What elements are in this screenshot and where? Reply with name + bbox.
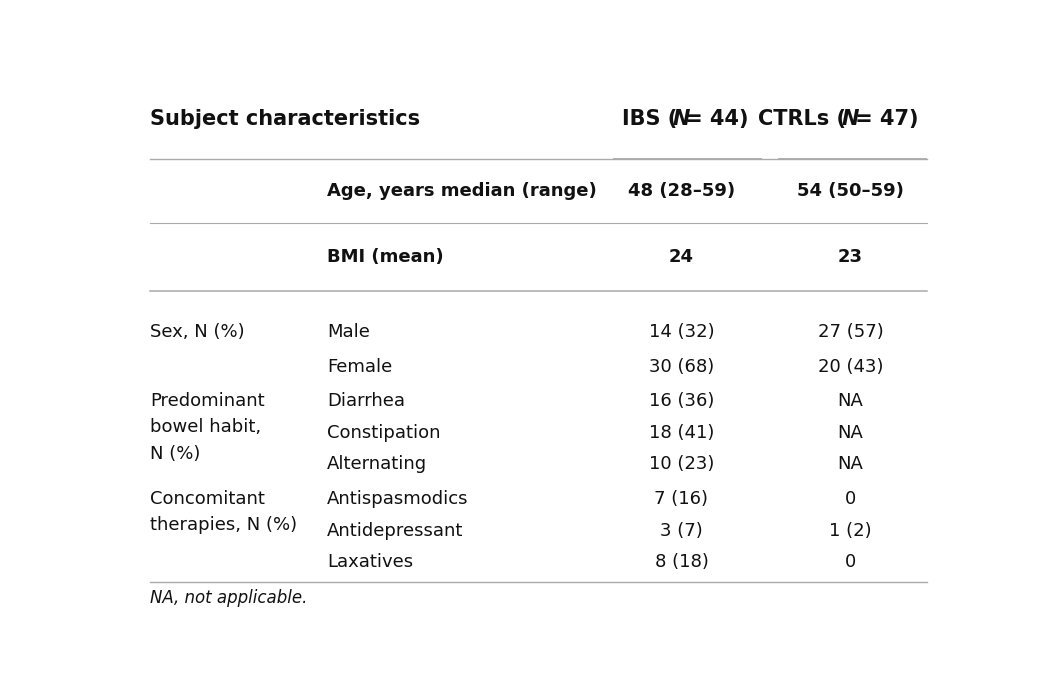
Text: NA: NA — [837, 424, 863, 442]
Text: = 47): = 47) — [851, 109, 918, 129]
Text: NA: NA — [837, 392, 863, 410]
Text: Subject characteristics: Subject characteristics — [150, 109, 420, 129]
Text: 0: 0 — [845, 490, 856, 508]
Text: NA, not applicable.: NA, not applicable. — [150, 589, 308, 607]
Text: 0: 0 — [845, 553, 856, 572]
Text: Predominant
bowel habit,
N (%): Predominant bowel habit, N (%) — [150, 392, 265, 463]
Text: 10 (23): 10 (23) — [648, 455, 714, 473]
Text: Diarrhea: Diarrhea — [327, 392, 405, 410]
Text: Male: Male — [327, 323, 370, 341]
Text: 14 (32): 14 (32) — [648, 323, 714, 341]
Text: Age, years median (range): Age, years median (range) — [327, 182, 596, 200]
Text: Laxatives: Laxatives — [327, 553, 414, 572]
Text: NA: NA — [837, 455, 863, 473]
Text: 16 (36): 16 (36) — [648, 392, 714, 410]
Text: 27 (57): 27 (57) — [818, 323, 883, 341]
Text: 3 (7): 3 (7) — [660, 521, 702, 539]
Text: 8 (18): 8 (18) — [655, 553, 709, 572]
Text: IBS (: IBS ( — [622, 109, 682, 129]
Text: N: N — [672, 109, 690, 129]
Text: 18 (41): 18 (41) — [648, 424, 714, 442]
Text: Concomitant
therapies, N (%): Concomitant therapies, N (%) — [150, 490, 297, 534]
Text: BMI (mean): BMI (mean) — [327, 248, 444, 266]
Text: CTRLs (: CTRLs ( — [758, 109, 851, 129]
Text: 24: 24 — [669, 248, 694, 266]
Text: Alternating: Alternating — [327, 455, 427, 473]
Text: 1 (2): 1 (2) — [829, 521, 872, 539]
Text: Female: Female — [327, 357, 393, 376]
Text: 20 (43): 20 (43) — [818, 357, 883, 376]
Text: Constipation: Constipation — [327, 424, 441, 442]
Text: Sex, N (%): Sex, N (%) — [150, 323, 244, 341]
Text: 54 (50–59): 54 (50–59) — [797, 182, 904, 200]
Text: 7 (16): 7 (16) — [655, 490, 709, 508]
Text: 23: 23 — [838, 248, 863, 266]
Text: N: N — [842, 109, 859, 129]
Text: 48 (28–59): 48 (28–59) — [628, 182, 735, 200]
Text: 30 (68): 30 (68) — [648, 357, 714, 376]
Text: Antidepressant: Antidepressant — [327, 521, 463, 539]
Text: = 44): = 44) — [682, 109, 749, 129]
Text: Antispasmodics: Antispasmodics — [327, 490, 469, 508]
